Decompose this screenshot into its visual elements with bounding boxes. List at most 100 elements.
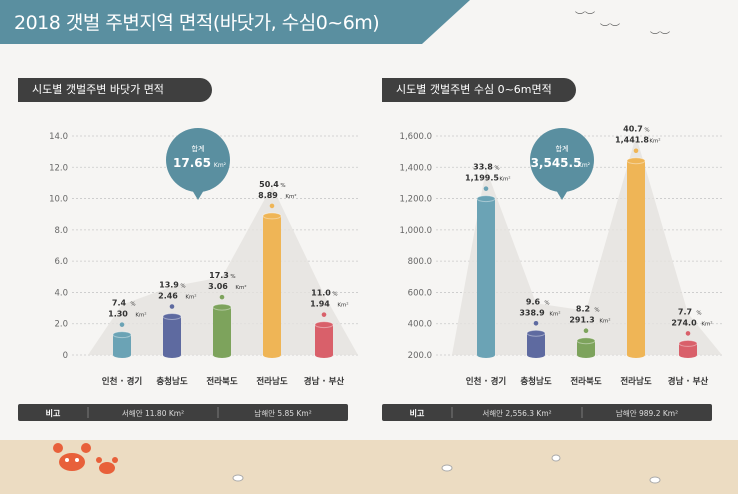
y-tick-label: 200.0 xyxy=(408,351,432,361)
bar-marker xyxy=(583,328,589,334)
background-area xyxy=(452,136,722,355)
category-label: 인천 · 경기 xyxy=(466,376,506,387)
bar-cap xyxy=(162,313,182,321)
note-label: 비고 xyxy=(410,408,425,418)
value-label: 291.3 xyxy=(569,316,594,325)
bar-marker xyxy=(633,148,639,154)
bar-base xyxy=(627,352,645,358)
y-tick-label: 1,200.0 xyxy=(400,195,432,205)
category-label: 경남 · 부산 xyxy=(304,376,345,387)
bar-base xyxy=(263,352,281,358)
bar-marker xyxy=(119,322,125,327)
bar-cap xyxy=(262,212,282,220)
value-unit: Km² xyxy=(499,176,510,183)
percent-unit: % xyxy=(180,284,185,290)
bar-cap xyxy=(112,331,132,339)
percent-label: 7.7 xyxy=(678,307,692,316)
value-unit: Km² xyxy=(185,294,196,301)
value-unit: Km² xyxy=(285,193,296,200)
percent-label: 13.9 xyxy=(159,281,179,290)
total-label: 합계 xyxy=(556,144,569,153)
percent-unit: % xyxy=(696,310,701,316)
total-value: 17.65 xyxy=(173,156,211,170)
y-tick-label: 10.0 xyxy=(49,195,68,205)
percent-unit: % xyxy=(280,183,285,189)
chart-depth-area: 200.0 400.0 600.0 800.0 1,000.0 1,200.0 1,400.… xyxy=(382,125,722,421)
value-label: 338.9 xyxy=(519,308,545,317)
value-label: 274.0 xyxy=(671,318,697,327)
value-unit: Km² xyxy=(235,284,246,291)
category-label: 전라북도 xyxy=(206,376,237,387)
value-label: 3.06 xyxy=(208,282,228,291)
bar xyxy=(113,334,131,355)
bar-cap xyxy=(678,339,698,347)
page-title: 2018 갯벌 주변지역 면적(바닷가, 수심0~6m) xyxy=(14,12,380,34)
bar xyxy=(627,160,645,355)
bar-cap xyxy=(314,321,334,329)
bar xyxy=(527,333,545,355)
percent-label: 17.3 xyxy=(209,271,229,280)
bar-base xyxy=(163,352,181,358)
value-unit: Km² xyxy=(549,310,560,317)
crab-icon xyxy=(96,457,118,474)
note-south: 남해안 989.2 Km² xyxy=(616,408,678,418)
bar-base xyxy=(679,352,697,358)
value-unit: Km² xyxy=(599,318,610,325)
percent-unit: % xyxy=(130,302,135,308)
beach-decoration xyxy=(0,440,738,494)
value-label: 1,441.8 xyxy=(615,136,649,145)
y-tick-label: 2.0 xyxy=(54,320,68,330)
percent-label: 8.2 xyxy=(576,305,590,314)
percent-unit: % xyxy=(644,128,649,134)
y-tick-label: 400.0 xyxy=(408,320,432,330)
percent-label: 7.4 xyxy=(112,299,127,308)
chart-panel-coast: 시도별 갯벌주변 바닷가 면적 0 2.0 4.0 6.0 8.0 10.0 12.0 14.… xyxy=(18,70,368,430)
bar-cap xyxy=(626,157,646,165)
category-label: 전라북도 xyxy=(570,376,601,387)
bar-marker xyxy=(483,186,489,191)
percent-label: 33.8 xyxy=(473,163,493,172)
total-label: 합계 xyxy=(192,144,205,153)
chart-panel-depth: 시도별 갯벌주변 수심 0~6m면적 200.0 400.0 600.0 800.0 1… xyxy=(382,70,732,430)
bird-icon: ︶︶ xyxy=(575,12,595,23)
value-unit: Km² xyxy=(135,312,146,319)
y-tick-label: 6.0 xyxy=(54,257,68,267)
category-label: 충청남도 xyxy=(520,376,551,387)
percent-unit: % xyxy=(544,300,549,306)
percent-unit: % xyxy=(494,166,499,172)
y-tick-label: 1,000.0 xyxy=(400,226,432,236)
total-bubble xyxy=(166,128,230,192)
percent-unit: % xyxy=(594,308,599,314)
note-west: 서해안 11.80 Km² xyxy=(122,408,184,418)
note-west: 서해안 2,556.3 Km² xyxy=(482,408,551,418)
total-unit: Km² xyxy=(214,162,227,169)
value-label: 8.89 xyxy=(258,191,278,200)
y-tick-label: 1,600.0 xyxy=(400,132,432,142)
title-banner: 2018 갯벌 주변지역 면적(바닷가, 수심0~6m) xyxy=(0,0,470,44)
background-area xyxy=(88,185,358,355)
category-label: 충청남도 xyxy=(156,376,187,387)
bar-base xyxy=(477,352,495,358)
value-unit: Km² xyxy=(701,320,712,327)
y-tick-label: 600.0 xyxy=(408,288,432,298)
bar xyxy=(315,324,333,355)
bubble-pointer xyxy=(556,190,568,200)
total-value: 3,545.5 xyxy=(531,156,582,170)
category-label: 전라남도 xyxy=(620,376,651,387)
bar-marker xyxy=(219,294,225,300)
note-label: 비고 xyxy=(46,408,61,418)
bar xyxy=(679,343,697,355)
total-bubble xyxy=(530,128,594,192)
note-south: 남해안 5.85 Km² xyxy=(254,408,311,418)
bar-base xyxy=(577,352,595,358)
bird-icon: ︶︶ xyxy=(650,32,670,43)
percent-label: 50.4 xyxy=(259,180,279,189)
percent-label: 11.0 xyxy=(311,289,331,298)
bar-marker xyxy=(685,331,691,336)
note-bar xyxy=(18,404,348,421)
bar xyxy=(213,307,231,355)
note-bar xyxy=(382,404,712,421)
value-label: 1.94 xyxy=(310,300,330,309)
value-label: 1.30 xyxy=(108,310,128,319)
